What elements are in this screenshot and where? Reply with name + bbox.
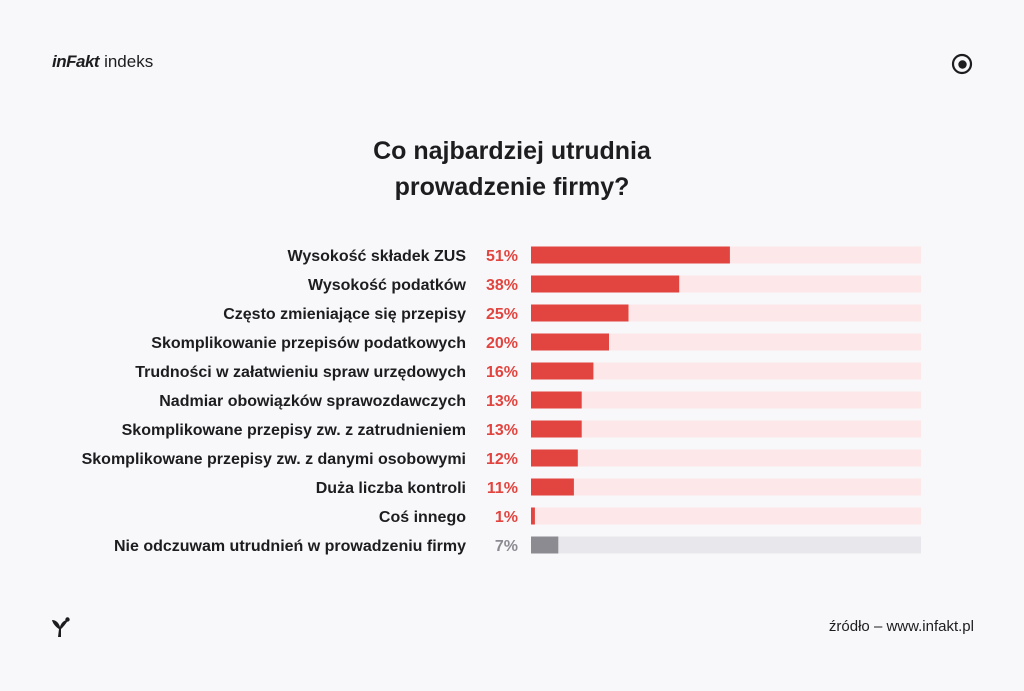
- category-label: Często zmieniające się przepisy: [223, 306, 466, 323]
- chart-title-line-1: Co najbardziej utrudnia: [373, 137, 651, 165]
- value-label: 13%: [486, 393, 518, 410]
- chart-title-line-2: prowadzenie firmy?: [394, 173, 630, 201]
- bar-track: [531, 362, 921, 380]
- value-label: 7%: [495, 538, 518, 555]
- bar-track: [531, 536, 921, 554]
- bar-track: [531, 507, 921, 525]
- value-label: 1%: [495, 509, 518, 526]
- category-label: Coś innego: [379, 509, 466, 526]
- bar: [531, 246, 730, 264]
- bar: [531, 275, 680, 293]
- bar: [531, 304, 629, 322]
- bar: [531, 449, 578, 467]
- category-label: Nadmiar obowiązków sprawozdawczych: [159, 393, 466, 410]
- chart-title: Co najbardziej utrudnia prowadzenie firm…: [0, 133, 1024, 205]
- value-label: 12%: [486, 451, 518, 468]
- brand-name: inFakt: [52, 52, 100, 71]
- value-label: 51%: [486, 248, 518, 265]
- category-label: Wysokość podatków: [308, 277, 467, 294]
- bar: [531, 536, 559, 554]
- category-label: Skomplikowane przepisy zw. z danymi osob…: [82, 451, 466, 468]
- brand-logo: inFakt indeks: [52, 52, 153, 72]
- bar-track: [531, 478, 921, 496]
- bar: [531, 478, 574, 496]
- infakt-bird-icon: [52, 617, 70, 637]
- bar-track: [531, 449, 921, 467]
- bar: [531, 362, 594, 380]
- category-label: Wysokość składek ZUS: [288, 248, 467, 265]
- brand-product: indeks: [104, 52, 154, 71]
- value-label: 20%: [486, 335, 518, 352]
- value-label: 13%: [486, 422, 518, 439]
- source-note: źródło – www.infakt.pl: [828, 618, 974, 635]
- category-label: Trudności w załatwieniu spraw urzędowych: [135, 364, 466, 381]
- category-label: Nie odczuwam utrudnień w prowadzeniu fir…: [114, 538, 466, 555]
- value-label: 25%: [486, 306, 518, 323]
- category-label: Skomplikowanie przepisów podatkowych: [151, 335, 466, 352]
- category-label: Duża liczba kontroli: [316, 480, 466, 497]
- bar: [531, 333, 609, 351]
- bar-track: [531, 333, 921, 351]
- value-label: 38%: [486, 277, 518, 294]
- category-label: Skomplikowane przepisy zw. z zatrudnieni…: [122, 422, 466, 439]
- bar-track: [531, 420, 921, 438]
- bar: [531, 391, 582, 409]
- bar-track: [531, 391, 921, 409]
- value-label: 16%: [486, 364, 518, 381]
- bar: [531, 507, 535, 525]
- bar: [531, 420, 582, 438]
- eye-icon: [951, 53, 973, 75]
- value-label: 11%: [487, 480, 518, 497]
